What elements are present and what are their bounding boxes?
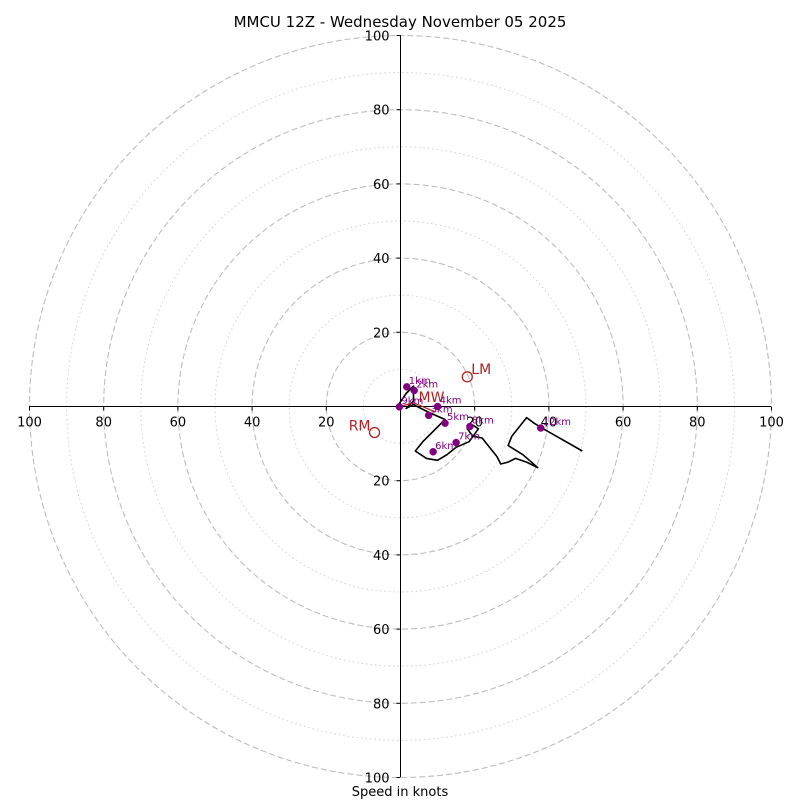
- storm-motion-markers: LM RM MW: [349, 362, 491, 439]
- height-marker: [429, 448, 437, 456]
- height-marker: [441, 419, 449, 427]
- height-marker-label: 6km: [435, 441, 457, 452]
- x-tick-label: 40: [244, 416, 261, 431]
- storm-motion-rm-label: RM: [349, 418, 371, 434]
- x-tick-label: 80: [95, 416, 112, 431]
- height-marker-label: 3km: [431, 404, 453, 415]
- y-tick-label: 100: [365, 30, 390, 45]
- y-tick-label: 20: [373, 326, 390, 341]
- height-marker: [410, 386, 418, 395]
- height-marker-label: 5km: [447, 412, 469, 423]
- y-tick-labels: 100 80 60 40 20 20 40 60 80 100: [365, 30, 401, 787]
- y-tick-label: 40: [373, 252, 390, 267]
- storm-motion-segment: [413, 402, 436, 413]
- height-marker: [424, 411, 433, 420]
- x-tick-label: 20: [318, 416, 335, 431]
- y-tick-label: 60: [373, 178, 390, 193]
- height-marker-label: 2km: [416, 380, 438, 391]
- storm-motion-lm-label: LM: [471, 362, 491, 378]
- x-tick-label: 100: [17, 416, 42, 431]
- x-tick-label: 60: [170, 416, 187, 431]
- y-tick-label: 40: [373, 549, 390, 564]
- x-tick-labels: 100 80 60 40 20 20 40 60 80 100: [17, 406, 784, 431]
- height-marker-label: 8km: [472, 416, 494, 427]
- height-marker-label: 4km: [440, 396, 462, 407]
- height-marker-label: 1km: [409, 376, 431, 387]
- height-marker-label: 12km: [543, 417, 571, 428]
- x-tick-label: 100: [759, 416, 784, 431]
- x-axis-label: Speed in knots: [352, 785, 449, 800]
- height-marker-label: 7km: [458, 431, 480, 442]
- height-marker: [433, 402, 442, 411]
- height-marker: [536, 424, 545, 432]
- height-marker: [452, 438, 460, 447]
- x-tick-label: 40: [541, 416, 558, 431]
- height-marker-label: 9km: [401, 396, 423, 407]
- storm-motion-mw-label: MW: [418, 390, 444, 406]
- chart-title: MMCU 12Z - Wednesday November 05 2025: [234, 13, 567, 31]
- height-marker: [395, 403, 404, 411]
- storm-motion-rm-marker: [368, 426, 381, 439]
- y-tick-label: 80: [373, 697, 390, 712]
- storm-motion-lm-marker: [461, 371, 473, 383]
- x-tick-label: 80: [689, 416, 706, 431]
- height-marker: [403, 383, 411, 391]
- y-tick-label: 100: [365, 772, 390, 787]
- x-tick-label: 60: [615, 416, 632, 431]
- y-tick-label: 60: [373, 623, 390, 638]
- y-tick-label: 80: [373, 104, 390, 119]
- y-tick-label: 20: [373, 475, 390, 490]
- height-marker: [466, 422, 474, 431]
